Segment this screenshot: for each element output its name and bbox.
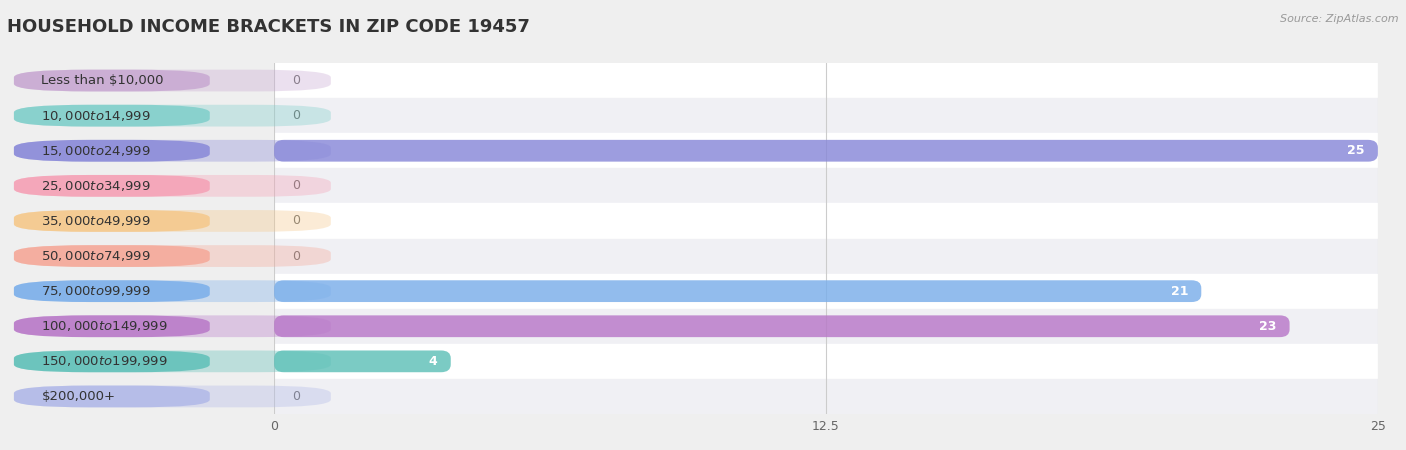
Text: 0: 0 bbox=[292, 74, 299, 87]
Bar bbox=[0, 309, 1406, 344]
Text: 0: 0 bbox=[292, 250, 299, 262]
Text: $100,000 to $149,999: $100,000 to $149,999 bbox=[42, 319, 167, 333]
Text: $150,000 to $199,999: $150,000 to $199,999 bbox=[42, 354, 167, 369]
Text: 21: 21 bbox=[1171, 285, 1188, 297]
FancyBboxPatch shape bbox=[14, 386, 209, 407]
FancyBboxPatch shape bbox=[14, 70, 330, 91]
FancyBboxPatch shape bbox=[14, 105, 330, 126]
FancyBboxPatch shape bbox=[14, 315, 330, 337]
FancyBboxPatch shape bbox=[14, 245, 330, 267]
Bar bbox=[0, 344, 1406, 379]
FancyBboxPatch shape bbox=[14, 280, 330, 302]
FancyBboxPatch shape bbox=[14, 105, 209, 126]
FancyBboxPatch shape bbox=[274, 351, 451, 372]
Bar bbox=[0, 63, 1406, 98]
Text: 0: 0 bbox=[292, 390, 299, 403]
FancyBboxPatch shape bbox=[14, 351, 330, 372]
FancyBboxPatch shape bbox=[274, 280, 1201, 302]
Text: 0: 0 bbox=[292, 109, 299, 122]
Bar bbox=[0, 274, 1406, 309]
Text: 0: 0 bbox=[292, 215, 299, 227]
Bar bbox=[0, 133, 1406, 168]
Bar bbox=[0, 238, 1406, 274]
Bar bbox=[0, 168, 1406, 203]
FancyBboxPatch shape bbox=[274, 140, 1378, 162]
FancyBboxPatch shape bbox=[14, 175, 330, 197]
FancyBboxPatch shape bbox=[14, 386, 330, 407]
Text: HOUSEHOLD INCOME BRACKETS IN ZIP CODE 19457: HOUSEHOLD INCOME BRACKETS IN ZIP CODE 19… bbox=[7, 18, 530, 36]
FancyBboxPatch shape bbox=[14, 140, 330, 162]
Text: 0: 0 bbox=[292, 180, 299, 192]
FancyBboxPatch shape bbox=[14, 351, 209, 372]
Text: Source: ZipAtlas.com: Source: ZipAtlas.com bbox=[1281, 14, 1399, 23]
FancyBboxPatch shape bbox=[14, 280, 209, 302]
Text: 4: 4 bbox=[429, 355, 437, 368]
Bar bbox=[0, 203, 1406, 238]
Text: Less than $10,000: Less than $10,000 bbox=[42, 74, 165, 87]
Bar bbox=[0, 98, 1406, 133]
FancyBboxPatch shape bbox=[14, 140, 209, 162]
FancyBboxPatch shape bbox=[14, 70, 209, 91]
Text: $25,000 to $34,999: $25,000 to $34,999 bbox=[42, 179, 152, 193]
Text: $75,000 to $99,999: $75,000 to $99,999 bbox=[42, 284, 152, 298]
Text: $50,000 to $74,999: $50,000 to $74,999 bbox=[42, 249, 152, 263]
FancyBboxPatch shape bbox=[274, 315, 1289, 337]
Text: $35,000 to $49,999: $35,000 to $49,999 bbox=[42, 214, 152, 228]
FancyBboxPatch shape bbox=[14, 210, 330, 232]
Bar bbox=[0, 379, 1406, 414]
FancyBboxPatch shape bbox=[14, 245, 209, 267]
Text: 23: 23 bbox=[1258, 320, 1277, 333]
Text: 25: 25 bbox=[1347, 144, 1365, 157]
Text: $15,000 to $24,999: $15,000 to $24,999 bbox=[42, 144, 152, 158]
Text: $10,000 to $14,999: $10,000 to $14,999 bbox=[42, 108, 152, 123]
FancyBboxPatch shape bbox=[14, 315, 209, 337]
FancyBboxPatch shape bbox=[14, 210, 209, 232]
FancyBboxPatch shape bbox=[14, 175, 209, 197]
Text: $200,000+: $200,000+ bbox=[42, 390, 115, 403]
